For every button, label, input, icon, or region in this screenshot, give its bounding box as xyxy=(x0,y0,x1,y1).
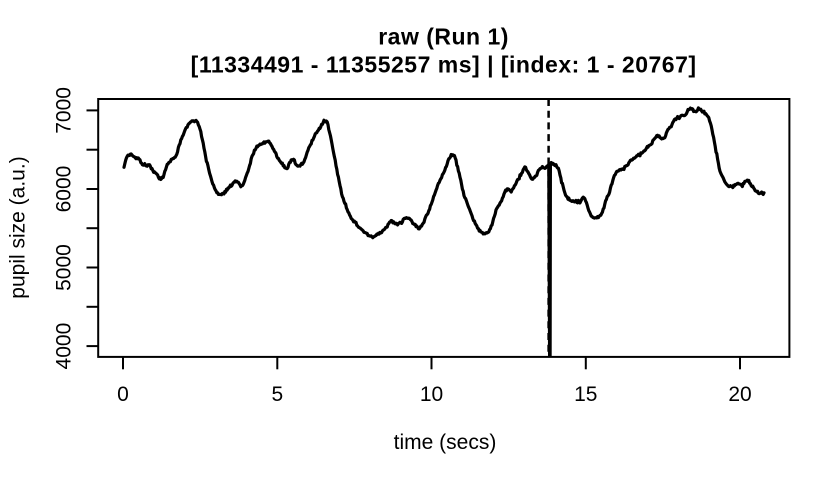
svg-text:15: 15 xyxy=(574,383,597,406)
svg-text:raw (Run 1): raw (Run 1) xyxy=(378,24,509,50)
svg-text:7000: 7000 xyxy=(52,87,75,134)
svg-text:20: 20 xyxy=(728,383,751,406)
svg-text:6000: 6000 xyxy=(52,166,75,213)
svg-text:pupil size (a.u.): pupil size (a.u.) xyxy=(7,156,30,298)
svg-text:5000: 5000 xyxy=(52,244,75,291)
svg-text:10: 10 xyxy=(420,383,443,406)
svg-text:0: 0 xyxy=(117,383,129,406)
svg-text:5: 5 xyxy=(271,383,283,406)
svg-text:time (secs): time (secs) xyxy=(394,431,497,454)
svg-text:[11334491 - 11355257 ms] | [in: [11334491 - 11355257 ms] | [index: 1 - 2… xyxy=(191,51,697,77)
svg-text:4000: 4000 xyxy=(52,323,75,370)
